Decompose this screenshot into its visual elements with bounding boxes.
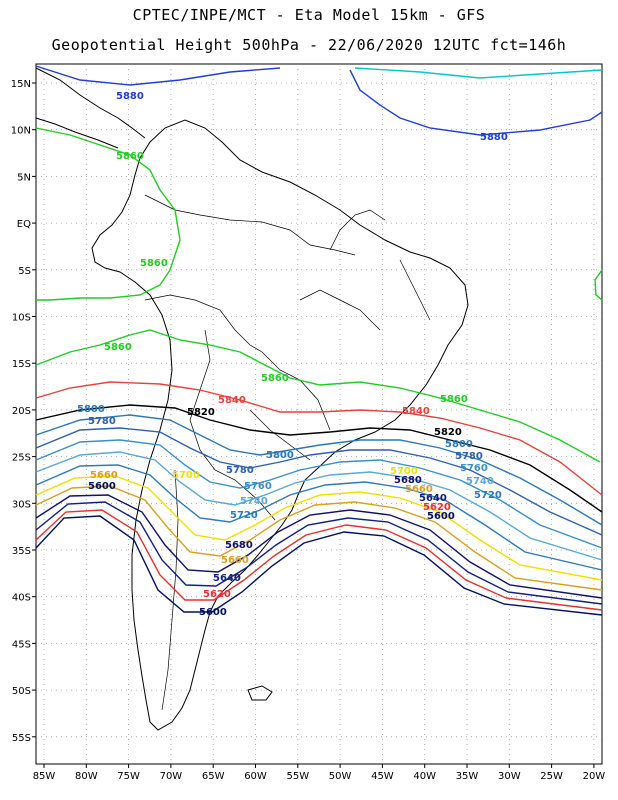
- contour-label-5860: 5860: [261, 373, 289, 384]
- lat-tick-label: 55S: [12, 733, 31, 744]
- lat-tick-label: 30S: [12, 499, 31, 510]
- lon-tick-label: 80W: [75, 771, 98, 782]
- contour-label-5700: 5700: [390, 466, 418, 477]
- contour-label-5800: 5800: [266, 450, 294, 461]
- contour-label-5720: 5720: [474, 490, 502, 501]
- contour-5860-east: [594, 269, 603, 301]
- longitude-tick-labels: 85W 80W 75W 70W 65W 60W 55W 50W 45W 40W 35W 30W 25W 2…: [33, 771, 606, 782]
- contour-label-5780: 5780: [226, 465, 254, 476]
- contour-5660: [35, 494, 603, 599]
- lon-tick-label: 60W: [244, 771, 267, 782]
- central-america-coastline: [35, 67, 146, 149]
- contour-label-5660: 5660: [221, 555, 249, 566]
- contour-label-5700: 5700: [172, 470, 200, 481]
- contour-5880-north: [35, 65, 603, 136]
- contour-label-5860: 5860: [116, 151, 144, 162]
- lat-tick-label: 35S: [12, 546, 31, 557]
- lon-tick-label: 75W: [117, 771, 140, 782]
- contour-label-5660: 5660: [90, 470, 118, 481]
- chart-title-line-1: CPTEC/INPE/MCT - Eta Model 15km - GFS: [132, 6, 486, 24]
- contour-label-5760: 5760: [460, 463, 488, 474]
- contour-5600: [35, 515, 603, 616]
- contour-label-5600: 5600: [199, 607, 227, 618]
- lat-tick-label: 15S: [12, 359, 31, 370]
- lon-tick-label: 50W: [329, 771, 352, 782]
- lon-tick-label: 70W: [160, 771, 183, 782]
- contour-label-5600: 5600: [88, 481, 116, 492]
- contour-label-5820: 5820: [187, 407, 215, 418]
- contour-5780: [35, 427, 603, 536]
- lat-tick-label: 10S: [12, 313, 31, 324]
- contour-label-5780: 5780: [88, 416, 116, 427]
- contour-label-5680: 5680: [225, 540, 253, 551]
- lon-tick-label: 85W: [33, 771, 56, 782]
- lat-tick-label: EQ: [17, 219, 31, 230]
- lat-tick-label: 45S: [12, 639, 31, 650]
- contour-label-5640: 5640: [419, 493, 447, 504]
- contour-label-5860: 5860: [140, 258, 168, 269]
- contour-5840: [35, 381, 603, 496]
- contour-label-5860: 5860: [440, 394, 468, 405]
- lat-tick-label: 40S: [12, 593, 31, 604]
- lon-tick-label: 40W: [413, 771, 436, 782]
- contour-5800: [35, 414, 603, 526]
- falklands: [247, 685, 273, 701]
- contour-labels: 5880 5880 5860 5860 5860 5860 5860 5840 …: [77, 91, 508, 618]
- contour-label-5600: 5600: [427, 511, 455, 522]
- contour-label-5880: 5880: [116, 91, 144, 102]
- contour-label-5640: 5640: [213, 573, 241, 584]
- contour-5680: [35, 485, 603, 591]
- contour-label-5760: 5760: [244, 481, 272, 492]
- contour-lines: [35, 65, 603, 616]
- lon-tick-label: 30W: [498, 771, 521, 782]
- contour-5820: [35, 404, 603, 513]
- coastlines: [35, 67, 469, 731]
- contour-label-5880: 5880: [480, 132, 508, 143]
- contour-5860-main: [35, 329, 601, 463]
- lon-tick-label: 35W: [456, 771, 479, 782]
- south-america-coastline: [91, 119, 469, 731]
- contour-5620: [35, 509, 603, 611]
- lon-tick-label: 55W: [286, 771, 309, 782]
- lon-tick-label: 20W: [583, 771, 606, 782]
- contour-5700: [35, 475, 603, 581]
- contour-label-5860: 5860: [104, 342, 132, 353]
- lat-tick-label: 5N: [17, 172, 31, 183]
- contour-5760: [35, 439, 603, 549]
- lon-tick-label: 45W: [371, 771, 394, 782]
- contour-5720: [35, 464, 603, 571]
- lat-tick-label: 25S: [12, 453, 31, 464]
- contour-label-5740: 5740: [240, 496, 268, 507]
- lat-tick-label: 15N: [11, 79, 31, 90]
- contour-5640: [35, 501, 603, 605]
- lat-tick-label: 10N: [11, 126, 31, 137]
- lat-tick-label: 20S: [12, 406, 31, 417]
- plot-frame: [35, 63, 603, 765]
- contour-5860-north: [35, 127, 181, 301]
- contour-5580: [354, 67, 603, 79]
- lon-tick-label: 65W: [202, 771, 225, 782]
- contour-label-5840: 5840: [402, 406, 430, 417]
- lon-tick-label: 25W: [540, 771, 563, 782]
- contour-label-5680: 5680: [394, 475, 422, 486]
- contour-label-5820: 5820: [434, 427, 462, 438]
- contour-label-5660: 5660: [405, 484, 433, 495]
- contour-label-5620: 5620: [423, 502, 451, 513]
- latitude-tick-labels: 15N 10N 5N EQ 5S 10S 15S 20S 25S 30S 35S 40S 45S 50S 5…: [11, 79, 31, 744]
- contour-label-5620: 5620: [203, 589, 231, 600]
- lat-tick-label: 50S: [12, 686, 31, 697]
- contour-label-5780: 5780: [455, 451, 483, 462]
- contour-label-5720: 5720: [230, 510, 258, 521]
- contour-label-5800: 5800: [445, 439, 473, 450]
- lat-tick-label: 5S: [18, 266, 31, 277]
- contour-5740: [35, 451, 603, 561]
- contour-label-5740: 5740: [466, 476, 494, 487]
- contour-label-5800: 5800: [77, 404, 105, 415]
- grid-lines: [32, 64, 602, 768]
- contour-label-5840: 5840: [218, 395, 246, 406]
- chart-title-line-2: Geopotential Height 500hPa - 22/06/2020 …: [51, 36, 567, 54]
